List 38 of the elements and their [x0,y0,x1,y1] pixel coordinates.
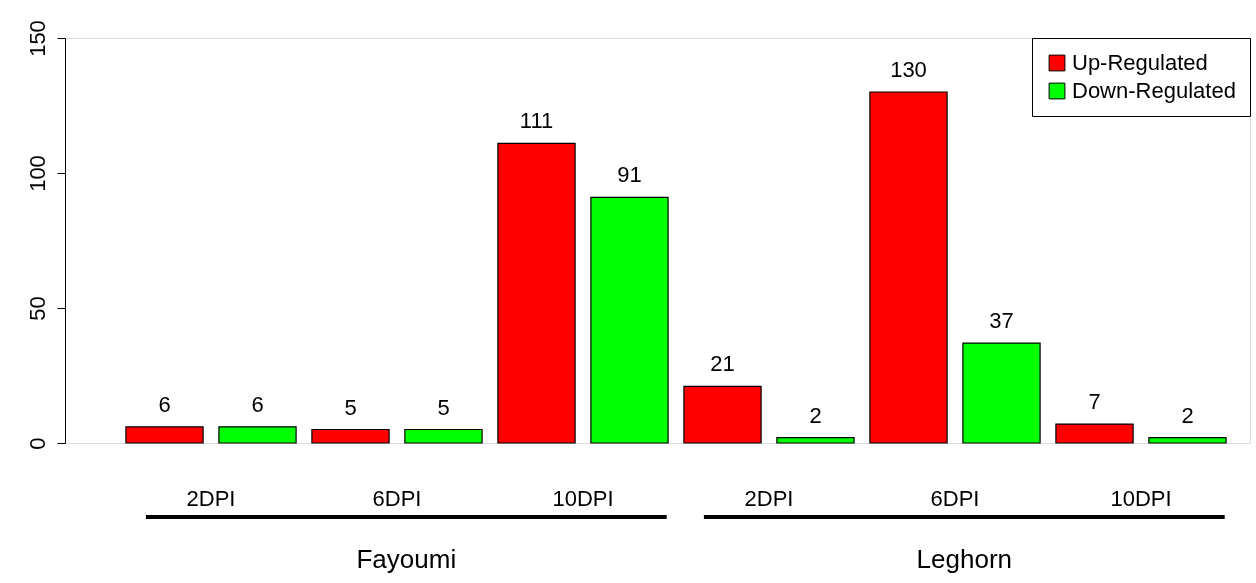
data-label: 91 [617,162,642,188]
data-label: 5 [437,394,450,420]
data-label: 2 [809,402,822,428]
bar [1055,423,1134,444]
data-label: 21 [710,351,735,377]
text: Leghorn [916,544,1013,574]
data-label: 7 [1088,389,1101,415]
y-tick-label: 150 [24,20,50,57]
x-tick-label: 6DPI [372,485,422,511]
bar [683,385,762,444]
data-label: 2 [1181,402,1194,428]
bar [311,428,390,444]
data-label: 37 [989,308,1014,334]
x-tick-label: 10DPI [1110,485,1172,511]
bar [218,426,297,444]
bar [404,428,483,444]
data-label: 111 [519,108,554,134]
x-tick-label: 2DPI [744,485,794,511]
y-tick-label: 100 [24,155,50,192]
data-label: 6 [251,391,264,417]
bar [1148,437,1227,444]
legend-label: Up-Regulated [1072,50,1208,75]
x-tick-label: 6DPI [930,485,980,511]
legend-label: Down-Regulated [1072,78,1236,103]
x-tick-label: 2DPI [186,485,236,511]
bar [125,426,204,444]
text: Fayoumi [356,544,457,574]
data-label: 130 [890,57,927,82]
bar [590,196,669,444]
data-label: 6 [158,391,171,417]
x-tick-label: 10DPI [552,485,614,511]
data-label: 5 [344,394,357,420]
bar [776,437,855,444]
y-tick-label: 0 [24,437,50,450]
bar [962,342,1041,444]
y-tick-label: 50 [24,296,50,321]
bar [497,142,576,444]
bar [869,91,948,444]
